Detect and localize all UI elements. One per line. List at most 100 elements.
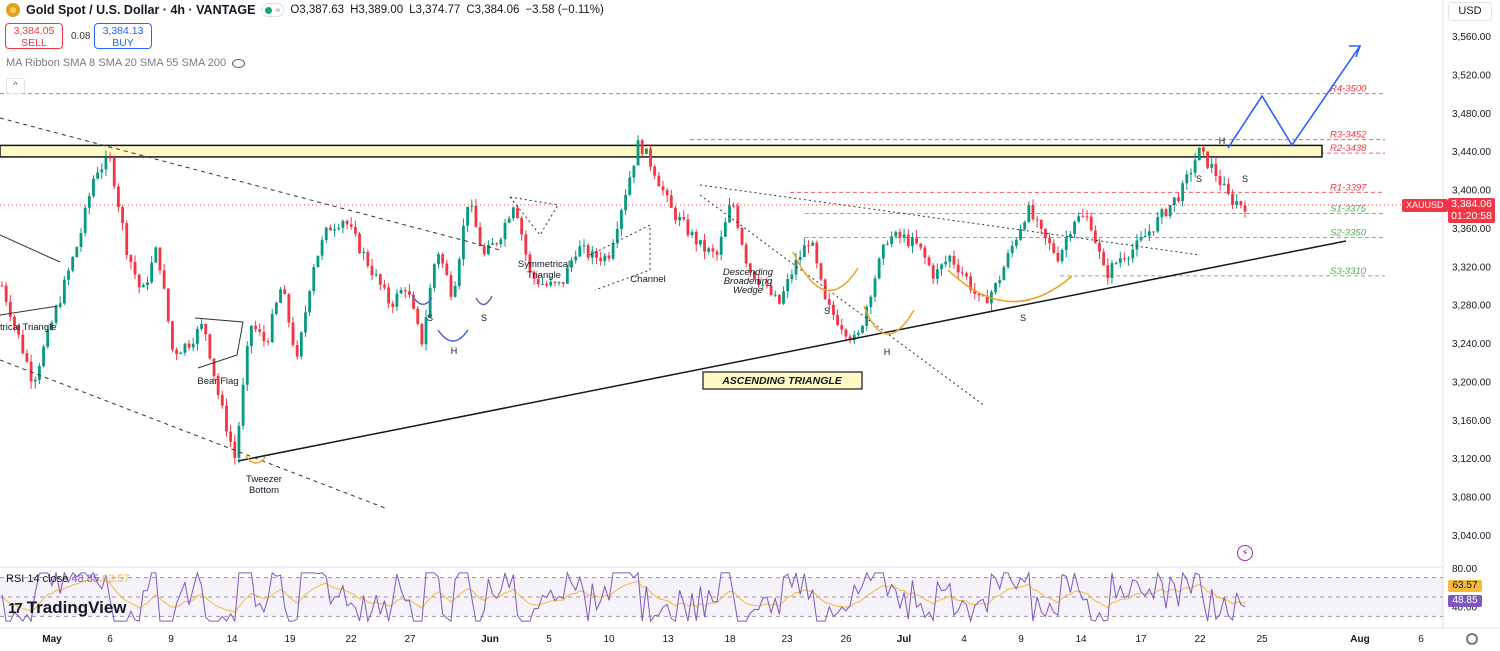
x-tick-label: 26 bbox=[840, 634, 852, 645]
candle-body bbox=[403, 290, 407, 292]
candle-body bbox=[1181, 183, 1185, 202]
candle-body bbox=[200, 323, 203, 329]
candle-body bbox=[229, 431, 233, 442]
candle-body bbox=[1035, 219, 1039, 221]
x-tick-label: 10 bbox=[603, 634, 615, 645]
candle-body bbox=[678, 217, 682, 221]
x-tick-label: 18 bbox=[724, 634, 736, 645]
candle-body bbox=[852, 334, 856, 341]
candle-body bbox=[503, 222, 507, 240]
candle-body bbox=[378, 274, 382, 285]
candle-body bbox=[1139, 237, 1143, 241]
candle-body bbox=[607, 255, 611, 259]
currency-button[interactable]: USD bbox=[1448, 2, 1492, 21]
pattern-label: Channel bbox=[630, 274, 665, 285]
candle-body bbox=[466, 206, 470, 226]
candle-body bbox=[117, 186, 120, 208]
candle-body bbox=[345, 220, 349, 225]
level-label: R3-3452 bbox=[1330, 130, 1367, 141]
candle-body bbox=[112, 157, 116, 187]
sell-button[interactable]: 3,384.05 SELL bbox=[5, 23, 63, 49]
candle-body bbox=[0, 285, 4, 287]
candle-body bbox=[1135, 240, 1139, 250]
candle-body bbox=[1206, 151, 1209, 168]
pattern-arc-h2 bbox=[863, 305, 915, 335]
ohlc-change: −3.58 (−0.11%) bbox=[525, 4, 604, 16]
buy-button[interactable]: 3,384.13 BUY bbox=[94, 23, 152, 49]
y-tick-label: 3,200.00 bbox=[1452, 377, 1491, 388]
candle-body bbox=[570, 260, 573, 268]
candle-body bbox=[682, 217, 686, 220]
candle-body bbox=[237, 425, 241, 458]
rsi-title: RSI 14 close bbox=[6, 573, 69, 585]
sell-price: 3,384.05 bbox=[13, 25, 55, 37]
eye-hidden-icon[interactable] bbox=[232, 58, 246, 68]
candle-body bbox=[981, 295, 985, 297]
channel-pattern-lines bbox=[589, 224, 651, 291]
candle-body bbox=[848, 336, 852, 341]
candle-body bbox=[299, 332, 303, 357]
candle-body bbox=[495, 243, 499, 245]
candle-body bbox=[370, 265, 374, 276]
symbol-title[interactable]: Gold Spot / U.S. Dollar · 4h · VANTAGE bbox=[26, 3, 256, 17]
candle-body bbox=[216, 376, 220, 395]
candle-body bbox=[428, 287, 432, 318]
candle-body bbox=[644, 148, 648, 154]
candle-body bbox=[1019, 229, 1022, 240]
candle-body bbox=[894, 231, 898, 237]
candle-body bbox=[1147, 231, 1151, 236]
candle-body bbox=[657, 175, 661, 187]
candle-body bbox=[491, 243, 494, 245]
candle-body bbox=[395, 293, 399, 307]
candle-body bbox=[1143, 235, 1147, 238]
candle-body bbox=[262, 331, 266, 342]
candle-body bbox=[715, 251, 719, 255]
x-tick-label: 22 bbox=[345, 634, 357, 645]
candle-body bbox=[38, 366, 41, 380]
settings-gear-icon[interactable] bbox=[1466, 633, 1478, 645]
x-tick-label: 6 bbox=[107, 634, 113, 645]
candle-body bbox=[220, 394, 224, 406]
candle-body bbox=[1106, 265, 1110, 278]
indicator-label: MA Ribbon SMA 8 SMA 20 SMA 55 SMA 200 bbox=[6, 57, 227, 69]
candle-body bbox=[208, 334, 212, 359]
resistance-zone bbox=[0, 144, 1323, 158]
candle-body bbox=[154, 247, 158, 263]
candle-body bbox=[977, 293, 981, 296]
pattern-label: S bbox=[481, 313, 487, 323]
x-tick-label: 9 bbox=[168, 634, 174, 645]
candle-body bbox=[287, 294, 291, 323]
x-tick-label: 17 bbox=[1135, 634, 1147, 645]
candle-body bbox=[553, 281, 557, 283]
candle-body bbox=[104, 157, 108, 170]
rsi-legend[interactable]: RSI 14 close 48.85 63.57 bbox=[6, 573, 130, 585]
candle-body bbox=[478, 227, 482, 246]
candle-body bbox=[191, 343, 195, 348]
candle-body bbox=[175, 349, 179, 355]
candle-body bbox=[640, 140, 644, 154]
candle-body bbox=[819, 263, 823, 280]
candle-body bbox=[586, 245, 590, 258]
collapse-icon[interactable]: ^ bbox=[6, 78, 25, 94]
candle-body bbox=[1014, 239, 1018, 246]
pattern-label: ASCENDING TRIANGLE bbox=[721, 375, 843, 387]
candle-body bbox=[923, 247, 927, 258]
symmetrical-triangle-lines bbox=[509, 196, 559, 236]
candle-body bbox=[985, 295, 989, 304]
candle-body bbox=[574, 256, 578, 261]
pattern-label: S bbox=[824, 306, 830, 316]
brand-name: TradingView bbox=[26, 598, 127, 617]
indicator-legend[interactable]: MA Ribbon SMA 8 SMA 20 SMA 55 SMA 200 bbox=[6, 57, 246, 69]
x-tick-label: 9 bbox=[1018, 634, 1024, 645]
candle-body bbox=[1118, 258, 1122, 263]
tradingview-logo[interactable]: 17 TradingView bbox=[8, 598, 127, 618]
pattern-label: H bbox=[884, 347, 891, 357]
candle-body bbox=[1023, 222, 1027, 230]
candle-body bbox=[699, 240, 702, 245]
candle-body bbox=[457, 259, 461, 287]
alert-bolt-icon[interactable]: ⚡ bbox=[1237, 545, 1253, 561]
market-status-icon[interactable]: ≈ bbox=[261, 3, 285, 17]
level-label: R4-3500 bbox=[1330, 84, 1367, 95]
candle-body bbox=[92, 178, 95, 197]
